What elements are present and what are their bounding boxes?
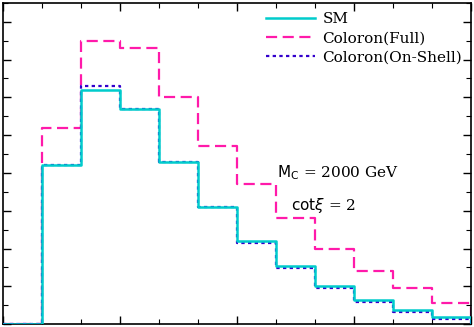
Text: $\mathrm{M_C}$ = 2000 GeV: $\mathrm{M_C}$ = 2000 GeV bbox=[277, 164, 399, 182]
Legend: SM, Coloron(Full), Coloron(On-Shell): SM, Coloron(Full), Coloron(On-Shell) bbox=[260, 6, 468, 71]
Text: $\mathrm{cot}\xi$ = 2: $\mathrm{cot}\xi$ = 2 bbox=[291, 196, 356, 215]
